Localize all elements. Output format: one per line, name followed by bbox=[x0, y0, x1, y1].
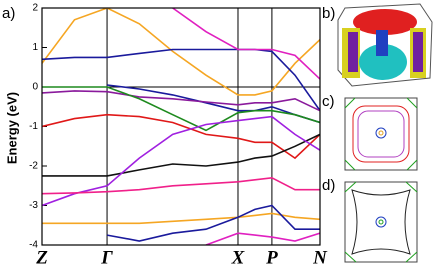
x-tick-label: Z bbox=[35, 247, 48, 268]
plot-frame bbox=[41, 7, 321, 246]
band-line bbox=[42, 90, 320, 112]
x-tick-label: X bbox=[231, 247, 246, 268]
band-line bbox=[42, 212, 320, 225]
panel-label: a) bbox=[2, 5, 15, 22]
x-tick-label: N bbox=[312, 247, 328, 268]
band-line bbox=[42, 115, 320, 207]
panel-label: d) bbox=[322, 177, 335, 194]
y-tick-label: 1 bbox=[32, 42, 38, 53]
band-line bbox=[42, 48, 320, 112]
band-line bbox=[42, 86, 320, 132]
fermi-surface-cut bbox=[344, 97, 418, 171]
x-tick-label: P bbox=[265, 247, 278, 268]
band-line bbox=[42, 176, 320, 195]
y-tick-label: 2 bbox=[32, 3, 38, 14]
fermi-surface-cut bbox=[344, 181, 418, 263]
band-line bbox=[205, 232, 320, 245]
y-tick-label: -3 bbox=[29, 200, 38, 211]
y-axis-label: Energy (eV) bbox=[4, 92, 19, 164]
band-line bbox=[107, 84, 320, 124]
band-line bbox=[42, 8, 320, 96]
band-line bbox=[42, 113, 320, 160]
band-line bbox=[106, 204, 320, 242]
y-tick-label: -4 bbox=[29, 240, 38, 251]
band-line bbox=[42, 133, 320, 177]
panel-label: c) bbox=[322, 93, 335, 110]
band-line bbox=[172, 8, 320, 80]
fermi-surface-3d bbox=[337, 3, 433, 87]
y-tick-label: 0 bbox=[32, 82, 38, 93]
y-tick-label: -2 bbox=[29, 161, 38, 172]
panel-label: b) bbox=[322, 5, 335, 22]
x-tick-label: Γ bbox=[100, 247, 113, 268]
y-tick-label: -1 bbox=[29, 121, 38, 132]
